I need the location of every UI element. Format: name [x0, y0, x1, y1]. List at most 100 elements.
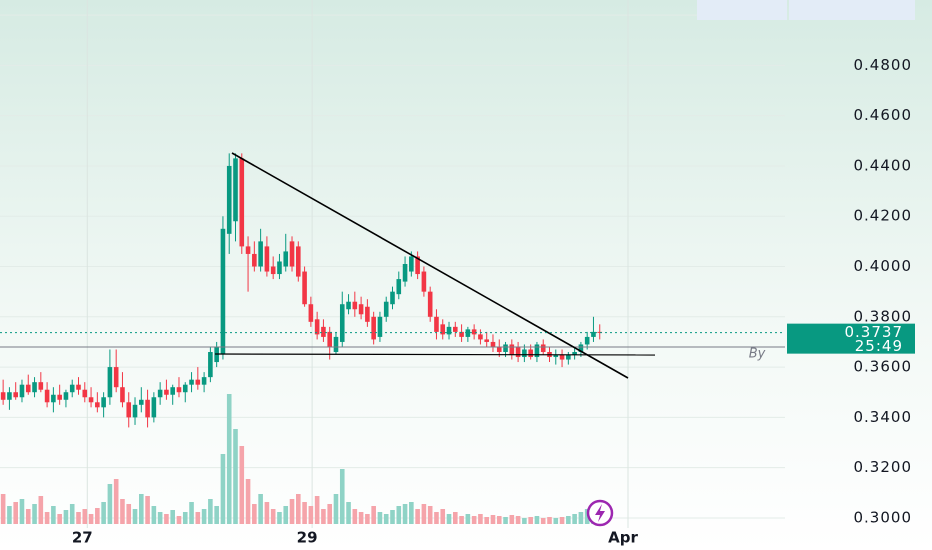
- candle-body: [390, 291, 395, 305]
- candle-body: [226, 165, 232, 234]
- volume-bar: [390, 510, 395, 524]
- candle-body: [484, 339, 489, 342]
- volume-bar: [57, 514, 62, 524]
- candle-body: [515, 346, 521, 358]
- candle-body: [396, 279, 402, 295]
- candle-body: [258, 241, 263, 267]
- candle-body: [471, 329, 477, 335]
- volume-bar: [233, 429, 238, 524]
- volume-bar: [321, 509, 326, 524]
- candle-body: [164, 389, 169, 395]
- volume-bar: [377, 512, 383, 524]
- candle-body: [264, 246, 270, 272]
- volume-bar: [88, 514, 94, 524]
- candle-body: [132, 404, 138, 418]
- candle-body: [490, 341, 496, 347]
- volume-bar: [584, 509, 590, 524]
- volume-bar: [365, 514, 370, 524]
- volume-bar: [572, 514, 577, 524]
- volume-bar: [132, 509, 138, 524]
- y-tick-label: 0.4800: [854, 56, 913, 74]
- candle-body: [201, 377, 207, 385]
- volume-bar: [164, 514, 169, 524]
- volume-bar: [270, 509, 276, 524]
- volume-bar: [113, 479, 119, 524]
- candle-body: [0, 392, 6, 400]
- volume-bar: [82, 509, 88, 524]
- candle-body: [503, 344, 508, 352]
- volume-bar: [95, 508, 100, 524]
- volume-bar: [578, 512, 584, 524]
- candle-body: [377, 316, 383, 337]
- candle-body: [151, 397, 157, 418]
- volume-bar: [346, 502, 351, 524]
- volume-bar: [409, 502, 414, 524]
- volume-bar: [396, 506, 402, 524]
- last-price-label: 0.3737: [845, 323, 904, 341]
- event-icon[interactable]: [586, 499, 614, 527]
- candle-body: [534, 344, 540, 358]
- volume-bar: [302, 502, 307, 524]
- volume-bar: [44, 512, 50, 524]
- candle-body: [270, 266, 276, 275]
- candle-body: [578, 344, 584, 352]
- volume-bar: [107, 484, 113, 524]
- candle-body: [572, 352, 577, 355]
- candle-body: [427, 291, 433, 317]
- y-tick-label: 0.4000: [854, 257, 913, 275]
- candle-body: [182, 384, 188, 393]
- candle-body: [478, 334, 483, 340]
- candle-body: [51, 394, 56, 403]
- candle-body: [157, 389, 163, 398]
- candle-body: [314, 319, 320, 335]
- volume-bar: [358, 512, 364, 524]
- volume-bar: [503, 517, 508, 524]
- candle-body: [126, 402, 132, 418]
- candle-body: [176, 387, 182, 393]
- countdown-label: 25:49: [855, 337, 903, 355]
- volume-bar: [471, 516, 477, 524]
- volume-bar: [446, 514, 452, 524]
- volume-bar: [252, 504, 257, 524]
- volume-bar: [145, 496, 150, 524]
- y-tick-label: 0.3400: [854, 408, 913, 426]
- candle-body: [113, 367, 119, 388]
- candle-body: [465, 329, 471, 337]
- candle-body: [308, 304, 314, 322]
- volume-bar: [496, 516, 502, 524]
- y-tick-label: 0.3000: [854, 508, 913, 526]
- volume-bar: [540, 518, 546, 524]
- y-tick-label: 0.4600: [854, 106, 913, 124]
- candle-body: [302, 271, 307, 305]
- candle-body: [358, 304, 364, 315]
- support-line: [214, 353, 656, 356]
- volume-bar: [182, 512, 188, 524]
- candle-body: [597, 331, 603, 333]
- candle-body: [352, 301, 358, 310]
- candle-body: [566, 354, 571, 360]
- volume-bar: [339, 469, 345, 524]
- volume-bar: [7, 506, 12, 524]
- volume-bar: [553, 518, 559, 524]
- candle-body: [509, 344, 515, 355]
- candle-body: [252, 253, 257, 267]
- low-value-box: [789, 0, 915, 20]
- candle-body: [440, 324, 446, 335]
- candle-body: [415, 256, 420, 275]
- y-tick-label: 0.4400: [854, 156, 913, 174]
- volume-bar: [170, 510, 175, 524]
- x-tick-label: Apr: [608, 529, 638, 547]
- candle-body: [277, 261, 282, 275]
- volume-bar: [201, 509, 207, 524]
- candle-body: [434, 316, 439, 332]
- candle-body: [170, 387, 175, 395]
- volume-bar: [440, 509, 446, 524]
- volume-bar: [484, 517, 489, 524]
- candle-body: [540, 344, 546, 352]
- candle-body: [189, 379, 194, 385]
- volume-bar: [434, 512, 439, 524]
- overlay: 0.3000 0.3200 0.3400 0.3600 0.3800 0.4000 0.42…: [0, 0, 915, 547]
- volume-bar: [509, 515, 515, 524]
- candle-body: [591, 331, 596, 337]
